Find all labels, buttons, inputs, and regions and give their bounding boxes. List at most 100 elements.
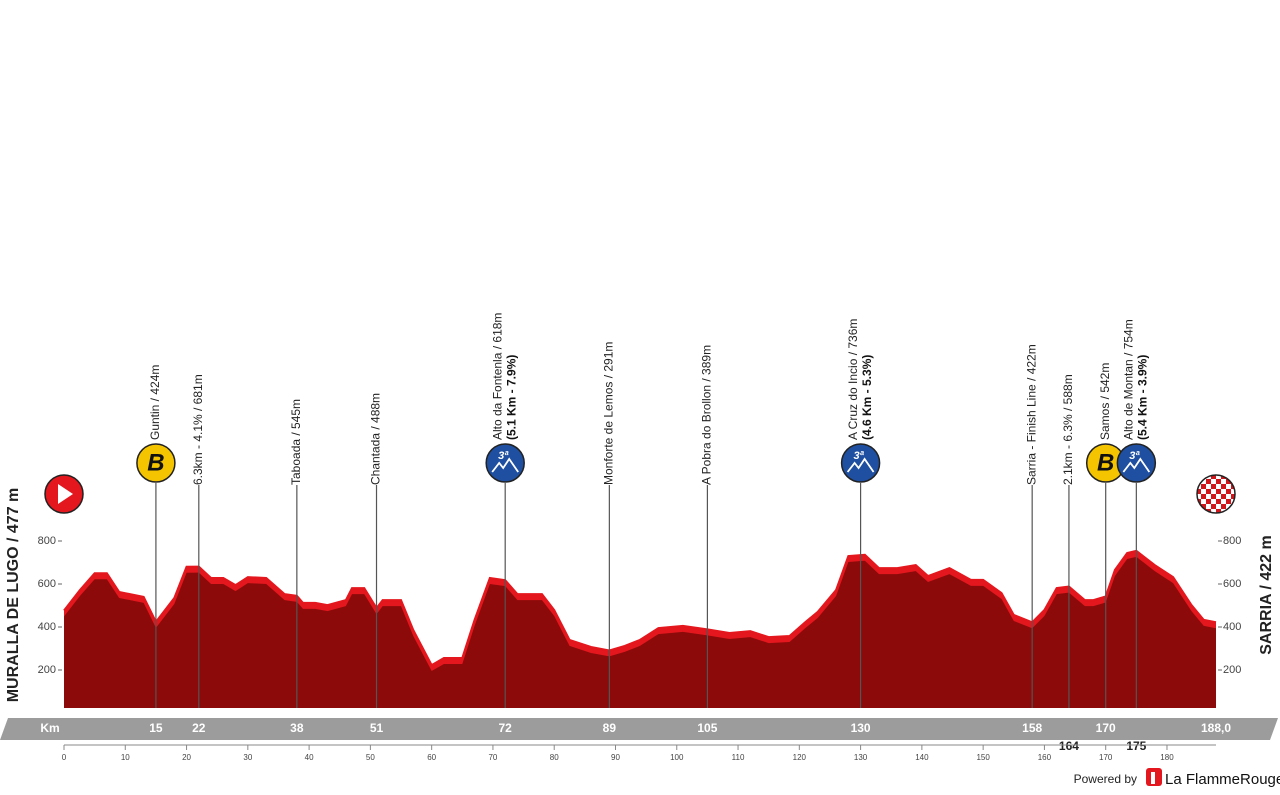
finish-check (1211, 484, 1216, 489)
finish-check (1216, 509, 1221, 513)
x-tick-label: 120 (793, 753, 807, 762)
finish-icon (1196, 474, 1236, 514)
finish-check (1216, 489, 1221, 494)
x-tick-label: 10 (121, 753, 130, 762)
km-mark: 175 (1126, 739, 1146, 753)
km-mark: 72 (499, 721, 513, 735)
poi-label: Monforte de Lemos / 291m (602, 342, 616, 485)
poi-badge (485, 443, 525, 483)
x-tick-label: 0 (62, 753, 67, 762)
poi-label: Taboada / 545m (289, 399, 303, 485)
km-mark: 22 (192, 721, 206, 735)
finish-check (1216, 499, 1221, 504)
finish-check (1201, 504, 1206, 509)
finish-check (1211, 504, 1216, 509)
badge-mountain (491, 457, 519, 473)
poi-label: Guntin / 424m (148, 365, 162, 440)
poi-label: A Cruz do Incio / 736m (846, 319, 860, 440)
x-tick-label: 40 (305, 753, 314, 762)
x-tick-label: 160 (1038, 753, 1052, 762)
y-tick-label: 200 (38, 664, 56, 676)
badge-text: 3ª (498, 450, 509, 462)
poi-label: A Pobra do Brollon / 389m (700, 345, 714, 485)
finish-label: SARRIA / 422 m (1258, 535, 1275, 654)
km-mark: 164 (1059, 739, 1079, 753)
poi-label: Chantada / 488m (369, 393, 383, 485)
poi-badge (1116, 443, 1157, 483)
start-icon (44, 474, 84, 514)
finish-check (1211, 475, 1216, 479)
badge-text: B (1097, 449, 1114, 476)
poi-badge (840, 443, 881, 483)
badge-text: B (147, 449, 164, 476)
poi-detail: (5.1 Km - 7.9%) (504, 355, 518, 440)
x-tick-label: 80 (550, 753, 559, 762)
finish-check (1201, 484, 1206, 489)
km-mark: 130 (851, 721, 871, 735)
finish-check (1197, 509, 1201, 513)
badge-text: 3ª (1129, 450, 1140, 462)
x-tick-label: 140 (915, 753, 929, 762)
finish-check (1206, 489, 1211, 494)
x-tick-label: 130 (854, 753, 868, 762)
km-mark: 188,0 (1201, 721, 1231, 735)
brand-name: La FlammeRouge (1165, 771, 1280, 788)
poi-label: Samos / 542m (1098, 363, 1112, 440)
poi-detail: (4.6 Km - 5.3%) (860, 355, 874, 440)
finish-check (1211, 494, 1216, 499)
km-mark: 158 (1022, 721, 1042, 735)
km-mark: 170 (1096, 721, 1116, 735)
km-mark: 15 (149, 721, 163, 735)
y-tick-label: 600 (38, 578, 56, 590)
y-tick-label: 200 (1223, 664, 1241, 676)
x-tick-label: 60 (427, 753, 436, 762)
finish-check (1226, 499, 1231, 504)
finish-check (1197, 489, 1201, 494)
poi-badge (136, 443, 176, 483)
badge-mountain (846, 457, 875, 473)
poi-label: Alto de Montan / 754m (1122, 319, 1136, 440)
x-tick-label: 110 (732, 753, 745, 762)
km-mark: 51 (370, 721, 384, 735)
finish-ring (1196, 474, 1236, 514)
y-tick-label: 400 (1223, 621, 1241, 633)
km-label: Km (40, 721, 59, 735)
poi-label: 2.1km - 6.3% / 588m (1061, 374, 1075, 485)
x-tick-label: 50 (366, 753, 375, 762)
x-tick-label: 150 (976, 753, 990, 762)
powered-by: Powered by (1074, 772, 1137, 786)
x-tick-label: 90 (611, 753, 620, 762)
brand-logo (1146, 768, 1162, 786)
badge-mountain (1122, 457, 1151, 473)
y-tick-label: 800 (38, 535, 56, 547)
finish-check (1206, 479, 1211, 484)
x-tick-label: 30 (243, 753, 252, 762)
poi-label: Alto da Fontenla / 618m (490, 313, 504, 440)
poi-label: Sarria - Finish Line / 422m (1024, 344, 1038, 485)
x-tick-label: 100 (670, 753, 684, 762)
x-tick-label: 180 (1160, 753, 1174, 762)
finish-check (1206, 499, 1211, 504)
x-tick-label: 20 (182, 753, 191, 762)
finish-check (1226, 489, 1231, 494)
finish-check (1216, 479, 1221, 484)
finish-check (1221, 504, 1226, 509)
finish-check (1231, 475, 1235, 479)
km-mark: 89 (603, 721, 617, 735)
km-mark: 38 (290, 721, 304, 735)
profile-fill (64, 556, 1216, 708)
finish-check (1201, 494, 1206, 499)
km-mark: 105 (697, 721, 717, 735)
finish-check (1231, 494, 1235, 499)
finish-check (1226, 479, 1231, 484)
x-tick-label: 70 (488, 753, 497, 762)
x-tick-label: 170 (1099, 753, 1113, 762)
badge-text: 3ª (853, 450, 864, 462)
poi-detail: (5.4 Km - 3.9%) (1136, 355, 1150, 440)
start-label: MURALLA DE LUGO / 477 m (5, 488, 22, 703)
finish-check (1221, 484, 1226, 489)
km-strip (0, 718, 1278, 740)
finish-check (1221, 494, 1226, 499)
y-tick-label: 400 (38, 621, 56, 633)
